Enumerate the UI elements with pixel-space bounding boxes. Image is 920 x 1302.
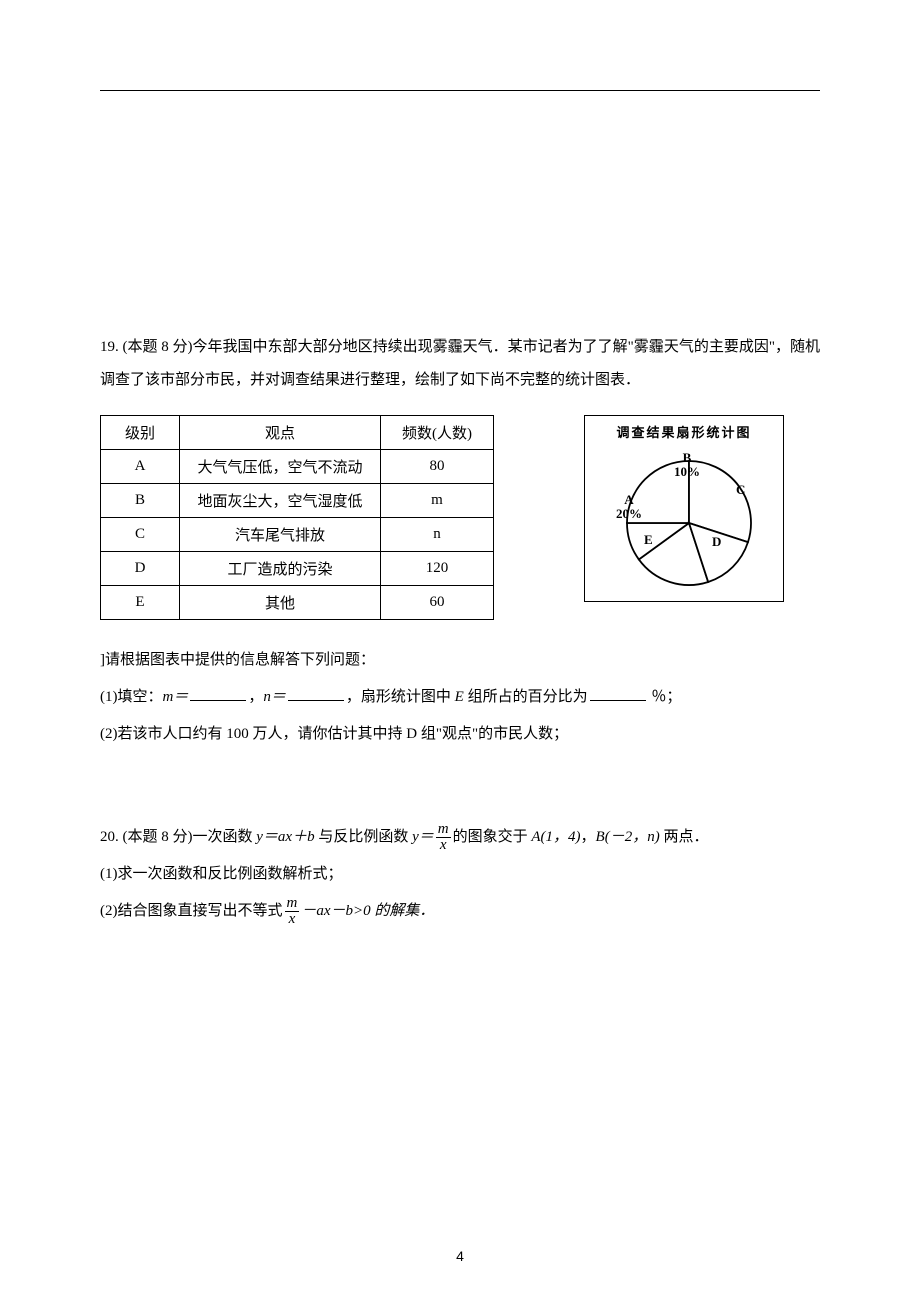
table-row: E其他60 [101, 586, 494, 620]
q19-1-tail: ％； [648, 689, 682, 705]
q20-frac2-den: x [285, 912, 300, 927]
q19-text: 19. (本题 8 分)今年我国中东部大部分地区持续出现雾霾天气．某市记者为了了… [100, 339, 820, 388]
q19-1-sep1: ， [248, 689, 263, 705]
q19-stem: 19. (本题 8 分)今年我国中东部大部分地区持续出现雾霾天气．某市记者为了了… [100, 331, 820, 397]
table-cell: 120 [381, 552, 494, 586]
q20-eq1: y＝ax＋b [256, 829, 314, 845]
q20-stem: 20. (本题 8 分)一次函数 y＝ax＋b 与反比例函数 y＝mx的图象交于… [100, 821, 820, 854]
blank-n [288, 685, 344, 701]
pie-label-D: D [712, 535, 721, 549]
table-cell: C [101, 518, 180, 552]
q20-b: 与反比例函数 [315, 829, 413, 845]
table-cell: D [101, 552, 180, 586]
q19-table: 级别 观点 频数(人数) A大气气压低，空气不流动80B地面灰尘大，空气湿度低m… [100, 415, 494, 620]
q19-sub2: (2)若该市人口约有 100 万人，请你估计其中持 D 组"观点"的市民人数； [100, 718, 820, 751]
q19-1-pre: (1)填空： [100, 689, 163, 705]
q19-1-n: n＝ [263, 689, 286, 705]
th-level: 级别 [101, 416, 180, 450]
q20-frac1: mx [436, 822, 451, 853]
pie-label-B: B10% [674, 451, 700, 480]
table-cell: B [101, 484, 180, 518]
pie-label-A: A20% [616, 493, 642, 522]
table-cell: n [381, 518, 494, 552]
th-freq: 频数(人数) [381, 416, 494, 450]
q20-frac1-den: x [436, 838, 451, 853]
q19-1-rest1: ，扇形统计图中 [346, 689, 451, 705]
table-cell: 地面灰尘大，空气湿度低 [180, 484, 381, 518]
table-cell: E [101, 586, 180, 620]
table-row: D工厂造成的污染120 [101, 552, 494, 586]
q19-1-rest3: 组所占的百分比为 [468, 689, 588, 705]
table-row: C汽车尾气排放n [101, 518, 494, 552]
blank-pct [590, 685, 646, 701]
table-cell: A [101, 450, 180, 484]
pie-container: 调查结果扇形统计图 A20% B10% C D E [584, 415, 784, 602]
pie-title: 调查结果扇形统计图 [593, 422, 775, 441]
q20-sep: ， [581, 829, 596, 845]
table-cell: 大气气压低，空气不流动 [180, 450, 381, 484]
table-cell: 工厂造成的污染 [180, 552, 381, 586]
table-cell: m [381, 484, 494, 518]
pie-label-C: C [736, 483, 745, 497]
q19-sub1: (1)填空：m＝ ，n＝ ，扇形统计图中 E 组所占的百分比为 ％； [100, 681, 820, 714]
q19-figure-row: 级别 观点 频数(人数) A大气气压低，空气不流动80B地面灰尘大，空气湿度低m… [100, 415, 820, 620]
page-number: 4 [0, 1248, 920, 1264]
table-row: A大气气压低，空气不流动80 [101, 450, 494, 484]
q19-1-E: E [451, 689, 468, 705]
table-cell: 汽车尾气排放 [180, 518, 381, 552]
q20-sub1: (1)求一次函数和反比例函数解析式； [100, 858, 820, 891]
blank-m [190, 685, 246, 701]
q20-B: B(－2，n) [596, 829, 660, 845]
q19-1-m: m＝ [163, 689, 189, 705]
q20-a: 20. (本题 8 分)一次函数 [100, 829, 256, 845]
table-cell: 60 [381, 586, 494, 620]
q20-frac1-num: m [436, 822, 451, 838]
pie-label-E: E [644, 533, 653, 547]
q20-frac2-num: m [285, 896, 300, 912]
q20-sub2: (2)结合图象直接写出不等式mx－ax－b>0 的解集． [100, 895, 820, 928]
q20-d: 两点． [660, 829, 709, 845]
q20-eq2-lhs: y＝ [412, 829, 434, 845]
q20-2b: －ax－b>0 的解集． [301, 903, 434, 919]
q20-A: A(1，4) [531, 829, 580, 845]
q19-prompt: ]请根据图表中提供的信息解答下列问题： [100, 644, 820, 677]
pie-wrap: A20% B10% C D E [594, 443, 774, 593]
table-row: B地面灰尘大，空气湿度低m [101, 484, 494, 518]
table-cell: 其他 [180, 586, 381, 620]
pie-box: 调查结果扇形统计图 A20% B10% C D E [584, 415, 784, 602]
top-rule [100, 90, 820, 91]
th-view: 观点 [180, 416, 381, 450]
q20-2a: (2)结合图象直接写出不等式 [100, 903, 283, 919]
table-cell: 80 [381, 450, 494, 484]
q20-c: 的图象交于 [453, 829, 532, 845]
q20-frac2: mx [285, 896, 300, 927]
